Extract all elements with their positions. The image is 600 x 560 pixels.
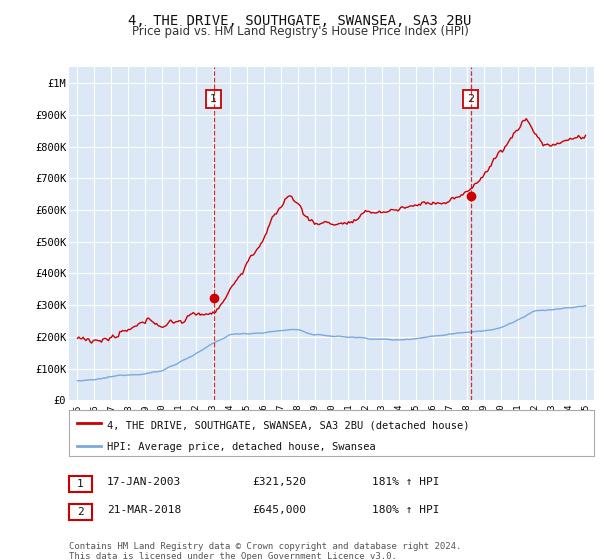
Text: 1: 1 [77, 479, 84, 489]
Text: HPI: Average price, detached house, Swansea: HPI: Average price, detached house, Swan… [107, 442, 376, 452]
Text: 21-MAR-2018: 21-MAR-2018 [107, 505, 181, 515]
Text: 1: 1 [210, 94, 217, 104]
Text: 4, THE DRIVE, SOUTHGATE, SWANSEA, SA3 2BU: 4, THE DRIVE, SOUTHGATE, SWANSEA, SA3 2B… [128, 14, 472, 28]
Text: 2: 2 [467, 94, 474, 104]
Text: £321,520: £321,520 [252, 477, 306, 487]
Text: 181% ↑ HPI: 181% ↑ HPI [372, 477, 439, 487]
Text: 4, THE DRIVE, SOUTHGATE, SWANSEA, SA3 2BU (detached house): 4, THE DRIVE, SOUTHGATE, SWANSEA, SA3 2B… [107, 420, 469, 430]
Text: Price paid vs. HM Land Registry's House Price Index (HPI): Price paid vs. HM Land Registry's House … [131, 25, 469, 38]
Text: Contains HM Land Registry data © Crown copyright and database right 2024.
This d: Contains HM Land Registry data © Crown c… [69, 542, 461, 560]
Text: 17-JAN-2003: 17-JAN-2003 [107, 477, 181, 487]
Text: 180% ↑ HPI: 180% ↑ HPI [372, 505, 439, 515]
Text: 2: 2 [77, 507, 84, 517]
Text: £645,000: £645,000 [252, 505, 306, 515]
